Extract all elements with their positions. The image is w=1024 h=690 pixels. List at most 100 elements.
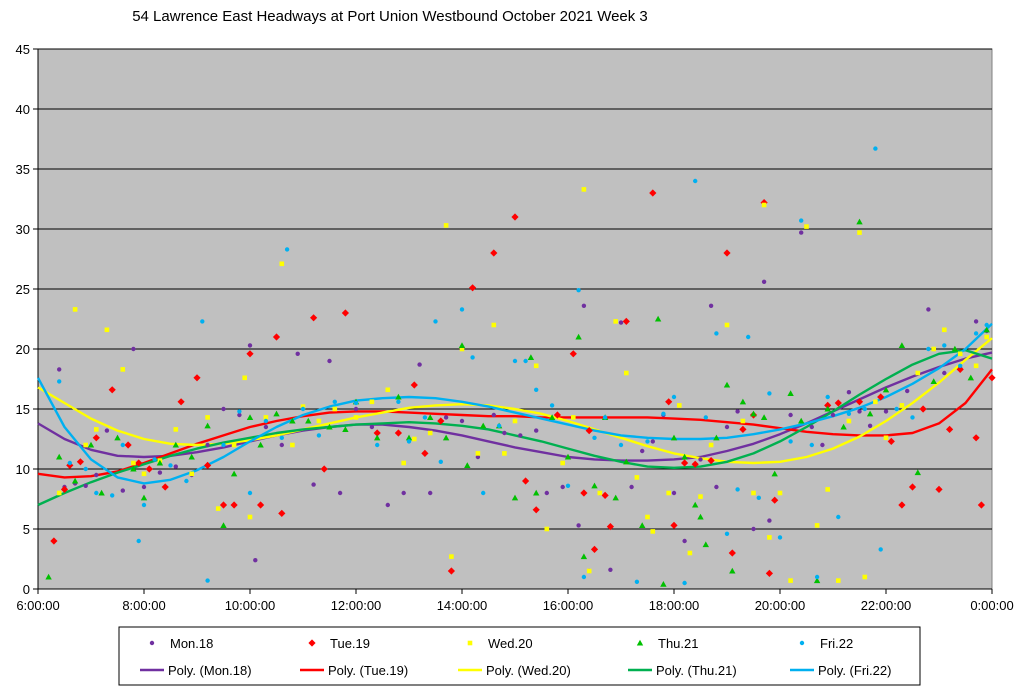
- data-point-fri22: [799, 218, 804, 223]
- legend-label: Poly. (Thu.21): [656, 663, 737, 678]
- data-point-tue19: [765, 569, 773, 577]
- legend-item: Mon.18: [149, 636, 213, 651]
- data-point-mon18: [443, 415, 449, 420]
- data-point-fri22: [846, 411, 852, 416]
- data-point-wed20: [475, 451, 481, 456]
- data-point-thu21: [442, 434, 450, 441]
- data-point-tue19: [670, 521, 678, 529]
- data-point-fri22: [284, 247, 290, 252]
- data-point-mon18: [502, 430, 507, 436]
- data-point-wed20: [857, 230, 862, 235]
- data-point-mon18: [369, 424, 375, 430]
- legend-marker: [636, 639, 644, 646]
- data-point-tue19: [988, 374, 996, 382]
- data-point-wed20: [332, 406, 338, 412]
- data-point-tue19: [877, 393, 885, 401]
- data-point-wed20: [767, 535, 772, 540]
- data-point-tue19: [569, 350, 577, 358]
- data-point-fri22: [984, 322, 989, 328]
- data-point-thu21: [172, 441, 179, 448]
- x-tick-label: 12:00:00: [331, 598, 382, 613]
- data-point-thu21: [204, 422, 211, 429]
- data-point-mon18: [698, 457, 703, 462]
- legend-label: Poly. (Mon.18): [168, 663, 252, 678]
- data-point-tue19: [447, 567, 455, 575]
- data-point-tue19: [92, 434, 100, 442]
- data-point-mon18: [788, 412, 793, 418]
- data-point-wed20: [385, 387, 391, 393]
- data-point-mon18: [905, 388, 910, 394]
- data-point-thu21: [697, 513, 704, 520]
- data-point-tue19: [649, 189, 657, 197]
- data-point-wed20: [899, 403, 905, 408]
- data-point-wed20: [825, 487, 830, 492]
- data-point-thu21: [623, 458, 630, 465]
- data-point-fri22: [618, 442, 624, 448]
- data-point-wed20: [597, 490, 603, 496]
- legend-item: Poly. (Wed.20): [458, 663, 571, 678]
- data-point-tue19: [490, 249, 498, 257]
- data-point-tue19: [665, 398, 673, 406]
- chart-title: 54 Lawrence East Headways at Port Union …: [132, 8, 648, 25]
- data-point-thu21: [564, 453, 572, 460]
- data-point-wed20: [491, 322, 497, 328]
- data-point-tue19: [76, 458, 84, 466]
- data-point-wed20: [571, 415, 576, 420]
- data-point-mon18: [608, 567, 613, 572]
- data-point-tue19: [66, 461, 74, 469]
- data-point-fri22: [634, 579, 640, 584]
- data-point-fri22: [247, 490, 253, 496]
- data-point-tue19: [681, 459, 689, 467]
- data-point-wed20: [581, 187, 587, 192]
- data-point-thu21: [246, 414, 254, 420]
- data-point-thu21: [548, 414, 556, 420]
- data-point-mon18: [857, 409, 862, 414]
- data-point-wed20: [279, 261, 285, 267]
- data-point-fri22: [873, 146, 878, 151]
- data-point-wed20: [173, 427, 179, 432]
- data-point-tue19: [257, 501, 265, 509]
- data-point-wed20: [189, 471, 194, 477]
- data-point-fri22: [703, 415, 708, 420]
- data-point-mon18: [104, 428, 110, 433]
- data-point-mon18: [650, 439, 655, 444]
- data-point-wed20: [231, 442, 237, 448]
- data-point-thu21: [71, 477, 79, 484]
- data-point-fri22: [534, 387, 539, 392]
- data-point-mon18: [846, 390, 852, 395]
- data-point-mon18: [327, 358, 332, 364]
- data-point-wed20: [560, 460, 565, 466]
- data-point-fri22: [300, 406, 306, 412]
- data-point-mon18: [867, 423, 873, 428]
- data-point-tue19: [946, 425, 954, 433]
- data-point-thu21: [527, 354, 535, 360]
- data-point-wed20: [120, 367, 126, 372]
- data-point-mon18: [205, 442, 210, 448]
- data-point-wed20: [915, 370, 921, 376]
- data-point-thu21: [660, 581, 667, 587]
- data-point-tue19: [373, 429, 381, 437]
- data-point-wed20: [677, 403, 682, 408]
- legend-box: [118, 626, 921, 686]
- data-point-wed20: [533, 363, 539, 369]
- data-point-thu21: [230, 470, 238, 477]
- y-tick-label: 40: [16, 102, 30, 117]
- data-point-fri22: [136, 538, 141, 544]
- data-point-tue19: [193, 374, 201, 382]
- data-point-fri22: [788, 439, 793, 444]
- data-point-tue19: [320, 465, 328, 473]
- data-point-tue19: [935, 485, 943, 493]
- data-point-fri22: [459, 307, 465, 312]
- x-tick-label: 10:00:00: [225, 598, 276, 613]
- data-point-fri22: [777, 535, 783, 540]
- data-point-thu21: [342, 426, 349, 432]
- data-point-wed20: [412, 436, 417, 442]
- data-point-tue19: [739, 425, 747, 433]
- data-point-tue19: [511, 213, 519, 221]
- data-point-wed20: [586, 568, 592, 574]
- data-point-fri22: [746, 334, 751, 340]
- data-point-fri22: [549, 403, 555, 408]
- data-point-wed20: [247, 514, 253, 520]
- data-point-fri22: [375, 442, 380, 448]
